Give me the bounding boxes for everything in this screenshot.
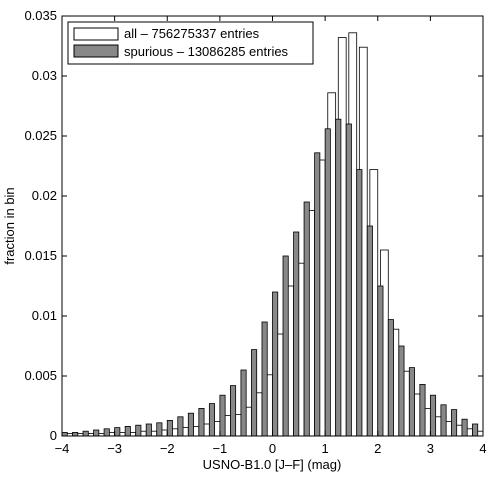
legend-label-all: all – 756275337 entries	[124, 26, 260, 41]
x-tick-label: −4	[55, 441, 70, 456]
bar-spurious-21	[282, 255, 289, 437]
bar-spurious-24	[314, 152, 321, 437]
legend: all – 756275337 entries spurious – 13086…	[67, 21, 314, 65]
x-tick-label: −1	[212, 441, 227, 456]
bar-spurious-23	[303, 201, 310, 437]
bar-spurious-36	[440, 404, 447, 437]
bar-spurious-16	[229, 385, 237, 437]
bar-spurious-13	[198, 407, 205, 437]
bar-spurious-28	[356, 169, 363, 437]
y-tick-label: 0.035	[24, 8, 57, 23]
x-axis-label: USNO-B1.0 [J–F] (mag)	[203, 457, 342, 472]
y-tick-label: 0.025	[24, 128, 57, 143]
bar-spurious-4	[103, 428, 110, 437]
bar-spurious-31	[387, 319, 394, 437]
bar-spurious-25	[324, 128, 331, 437]
bar-spurious-37	[451, 409, 458, 437]
plot-frame	[61, 15, 484, 437]
bar-spurious-20	[272, 291, 279, 437]
bar-spurious-32	[398, 345, 405, 437]
bar-spurious-8	[145, 423, 152, 437]
bar-spurious-10	[166, 419, 173, 437]
bar-spurious-38	[461, 418, 468, 437]
x-tick-label: 0	[269, 441, 276, 456]
bar-spurious-29	[366, 225, 373, 437]
bar-spurious-18	[251, 349, 258, 437]
bar-spurious-30	[377, 285, 384, 437]
bar-spurious-11	[177, 416, 184, 437]
bar-spurious-9	[156, 422, 163, 437]
y-tick-label: 0.01	[32, 308, 57, 323]
y-tick-label: 0.02	[32, 188, 57, 203]
y-tick-label: 0.03	[32, 68, 57, 83]
legend-label-spurious: spurious – 13086285 entries	[124, 44, 289, 59]
bar-spurious-3	[93, 429, 100, 437]
bar-spurious-14	[208, 403, 216, 437]
bar-spurious-17	[240, 369, 247, 437]
x-tick-label: 4	[479, 441, 486, 456]
x-tick-label: 3	[427, 441, 434, 456]
bar-spurious-2	[82, 430, 89, 437]
bar-spurious-35	[429, 394, 437, 437]
bar-spurious-1	[72, 431, 79, 437]
bar-spurious-26	[335, 118, 342, 437]
bar-spurious-39	[472, 423, 479, 437]
bar-spurious-12	[187, 412, 194, 437]
bar-spurious-22	[293, 231, 300, 437]
bar-spurious-34	[419, 383, 426, 437]
bar-spurious-6	[124, 425, 131, 437]
bar-spurious-33	[408, 367, 415, 437]
x-tick-label: 1	[322, 441, 329, 456]
bar-spurious-19	[261, 321, 268, 437]
y-tick-label: 0.015	[24, 248, 57, 263]
bar-spurious-5	[114, 427, 121, 437]
bar-spurious-0	[61, 431, 68, 437]
x-tick-label: −3	[107, 441, 122, 456]
legend-swatch-all	[73, 27, 119, 41]
y-tick-label: 0	[50, 428, 57, 443]
bar-spurious-7	[135, 424, 142, 437]
y-axis-label: fraction in bin	[2, 187, 17, 264]
bar-spurious-15	[219, 394, 226, 437]
x-tick-label: 2	[374, 441, 381, 456]
legend-swatch-spurious	[73, 44, 119, 58]
bar-spurious-27	[345, 123, 352, 437]
x-tick-label: −2	[160, 441, 175, 456]
y-tick-label: 0.005	[24, 368, 57, 383]
